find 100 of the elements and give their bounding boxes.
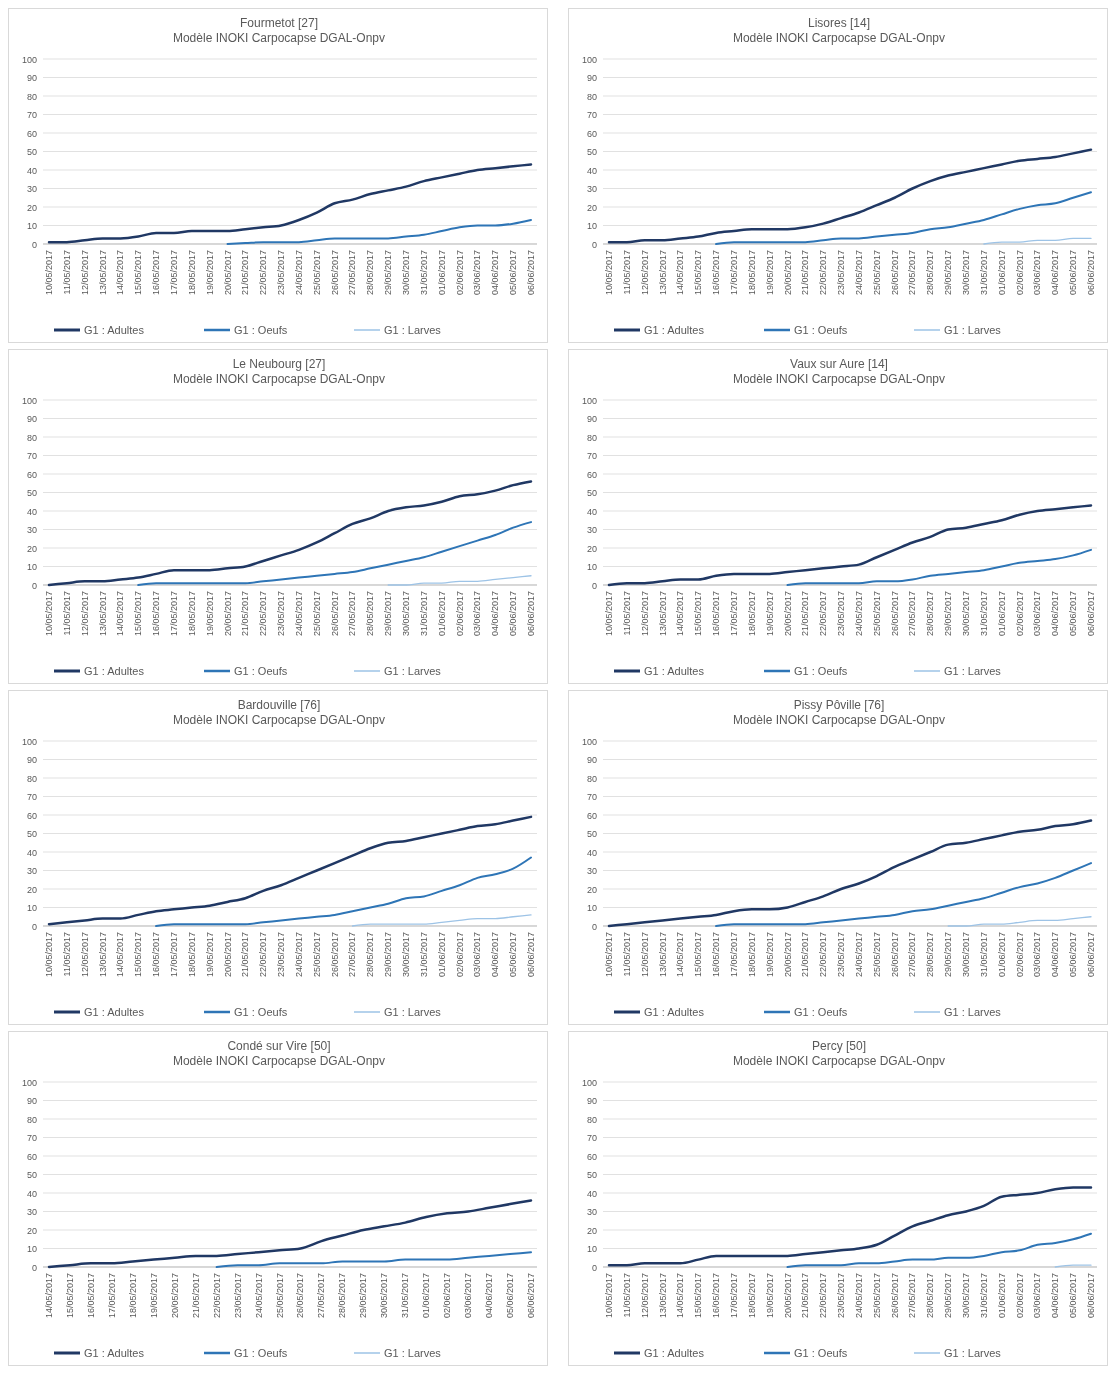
x-tick-label: 16/05/2017	[711, 591, 722, 637]
y-tick-label: 70	[26, 451, 37, 461]
y-tick-label: 100	[581, 1077, 597, 1088]
x-tick-label: 14/05/2017	[44, 1273, 54, 1319]
x-tick-label: 22/05/2017	[211, 1273, 222, 1319]
x-tick-label: 20/05/2017	[782, 932, 793, 978]
x-tick-label: 20/05/2017	[782, 250, 793, 296]
line-series	[786, 548, 1092, 586]
x-tick-label: 04/06/2017	[490, 591, 501, 637]
x-tick-label: 11/05/2017	[621, 250, 632, 295]
line-series	[607, 504, 1093, 587]
y-tick-label: 30	[26, 184, 37, 194]
x-tick-label: 16/05/2017	[711, 932, 722, 978]
y-tick-label: 0	[31, 1262, 37, 1273]
x-tick-label: 06/06/2017	[526, 591, 536, 637]
x-tick-label: 24/05/2017	[253, 1273, 264, 1319]
y-tick-label: 50	[26, 488, 37, 498]
y-tick-label: 10	[586, 903, 597, 913]
y-tick-label: 60	[586, 469, 597, 480]
x-tick-label: 27/05/2017	[347, 250, 358, 296]
y-tick-label: 20	[26, 1225, 37, 1236]
x-tick-label: 20/05/2017	[222, 591, 233, 637]
x-tick-label: 21/05/2017	[240, 932, 251, 978]
y-tick-label: 80	[26, 773, 37, 784]
y-tick-label: 0	[591, 580, 597, 591]
chart-title: Bardouville [76]	[237, 698, 321, 712]
x-tick-label: 17/05/2017	[168, 250, 179, 296]
x-tick-label: 13/05/2017	[97, 932, 108, 978]
chart-title: Le Neubourg [27]	[232, 357, 326, 371]
x-tick-label: 25/05/2017	[871, 1273, 882, 1319]
x-tick-label: 10/05/2017	[604, 250, 614, 296]
x-tick-label: 06/06/2017	[526, 932, 536, 978]
chart-title: Pissy Pôville [76]	[793, 698, 885, 712]
x-tick-label: 30/05/2017	[961, 250, 972, 296]
x-tick-label: 25/05/2017	[311, 591, 322, 637]
line-series	[47, 1199, 533, 1269]
x-tick-label: 14/05/2017	[675, 250, 686, 296]
x-tick-label: 20/05/2017	[222, 932, 233, 978]
legend-label: G1 : Oeufs	[794, 665, 848, 677]
y-tick-label: 30	[26, 525, 37, 535]
y-tick-label: 80	[586, 91, 597, 102]
chart-subtitle: Modèle INOKI Carpocapse DGAL-Onpv	[732, 713, 946, 727]
line-series	[351, 914, 532, 927]
x-tick-label: 30/05/2017	[379, 1273, 390, 1319]
legend-label: G1 : Larves	[944, 1006, 1002, 1018]
x-tick-label: 25/05/2017	[311, 250, 322, 296]
x-tick-label: 16/05/2017	[711, 1273, 722, 1319]
x-tick-label: 02/06/2017	[442, 1273, 453, 1319]
x-tick-label: 15/05/2017	[693, 250, 704, 296]
x-tick-label: 22/05/2017	[258, 250, 269, 296]
line-series	[607, 1186, 1093, 1267]
x-tick-label: 13/05/2017	[657, 932, 668, 978]
y-tick-label: 10	[26, 221, 37, 231]
y-tick-label: 100	[581, 736, 597, 747]
chart-subtitle: Modèle INOKI Carpocapse DGAL-Onpv	[732, 1054, 946, 1068]
x-tick-label: 10/05/2017	[604, 932, 614, 978]
x-tick-label: 24/05/2017	[293, 932, 304, 978]
x-tick-label: 05/06/2017	[1068, 1273, 1079, 1319]
y-tick-label: 90	[586, 1096, 597, 1106]
x-tick-label: 22/05/2017	[818, 250, 829, 296]
x-tick-label: 10/05/2017	[604, 1273, 614, 1319]
line-series	[155, 856, 532, 927]
y-tick-label: 60	[26, 810, 37, 821]
x-tick-label: 23/05/2017	[232, 1273, 243, 1319]
y-tick-label: 50	[586, 488, 597, 498]
x-tick-label: 03/06/2017	[1032, 1273, 1043, 1319]
x-tick-label: 04/06/2017	[490, 250, 501, 296]
line-series	[715, 191, 1092, 245]
x-tick-label: 01/06/2017	[996, 932, 1007, 978]
x-tick-label: 30/05/2017	[961, 591, 972, 637]
x-tick-label: 31/05/2017	[418, 250, 429, 296]
y-tick-label: 40	[26, 165, 37, 176]
x-tick-label: 14/05/2017	[675, 932, 686, 978]
x-tick-label: 05/06/2017	[1068, 932, 1079, 978]
x-tick-label: 14/05/2017	[115, 250, 126, 296]
x-tick-label: 13/05/2017	[657, 1273, 668, 1319]
x-tick-label: 18/05/2017	[127, 1273, 138, 1319]
legend-label: G1 : Oeufs	[794, 1347, 848, 1359]
y-tick-label: 90	[26, 755, 37, 765]
legend-label: G1 : Adultes	[84, 665, 145, 677]
x-tick-label: 04/06/2017	[484, 1273, 495, 1319]
x-tick-label: 11/05/2017	[621, 591, 632, 636]
y-tick-label: 30	[586, 1207, 597, 1217]
legend-label: G1 : Oeufs	[794, 324, 848, 336]
x-tick-label: 01/06/2017	[436, 250, 447, 296]
x-tick-label: 25/05/2017	[871, 932, 882, 978]
x-tick-label: 22/05/2017	[818, 591, 829, 637]
chart-title: Condé sur Vire [50]	[227, 1039, 331, 1053]
y-tick-label: 50	[586, 147, 597, 157]
x-tick-label: 18/05/2017	[746, 932, 757, 978]
x-tick-label: 28/05/2017	[925, 250, 936, 296]
line-series	[786, 1232, 1092, 1268]
legend-label: G1 : Adultes	[84, 324, 145, 336]
x-tick-label: 16/05/2017	[151, 932, 162, 978]
y-tick-label: 0	[591, 921, 597, 932]
x-tick-label: 19/05/2017	[764, 250, 775, 296]
line-series	[47, 163, 533, 244]
x-tick-label: 02/06/2017	[454, 591, 465, 637]
x-tick-label: 15/05/2017	[133, 932, 144, 978]
x-tick-label: 20/05/2017	[222, 250, 233, 296]
